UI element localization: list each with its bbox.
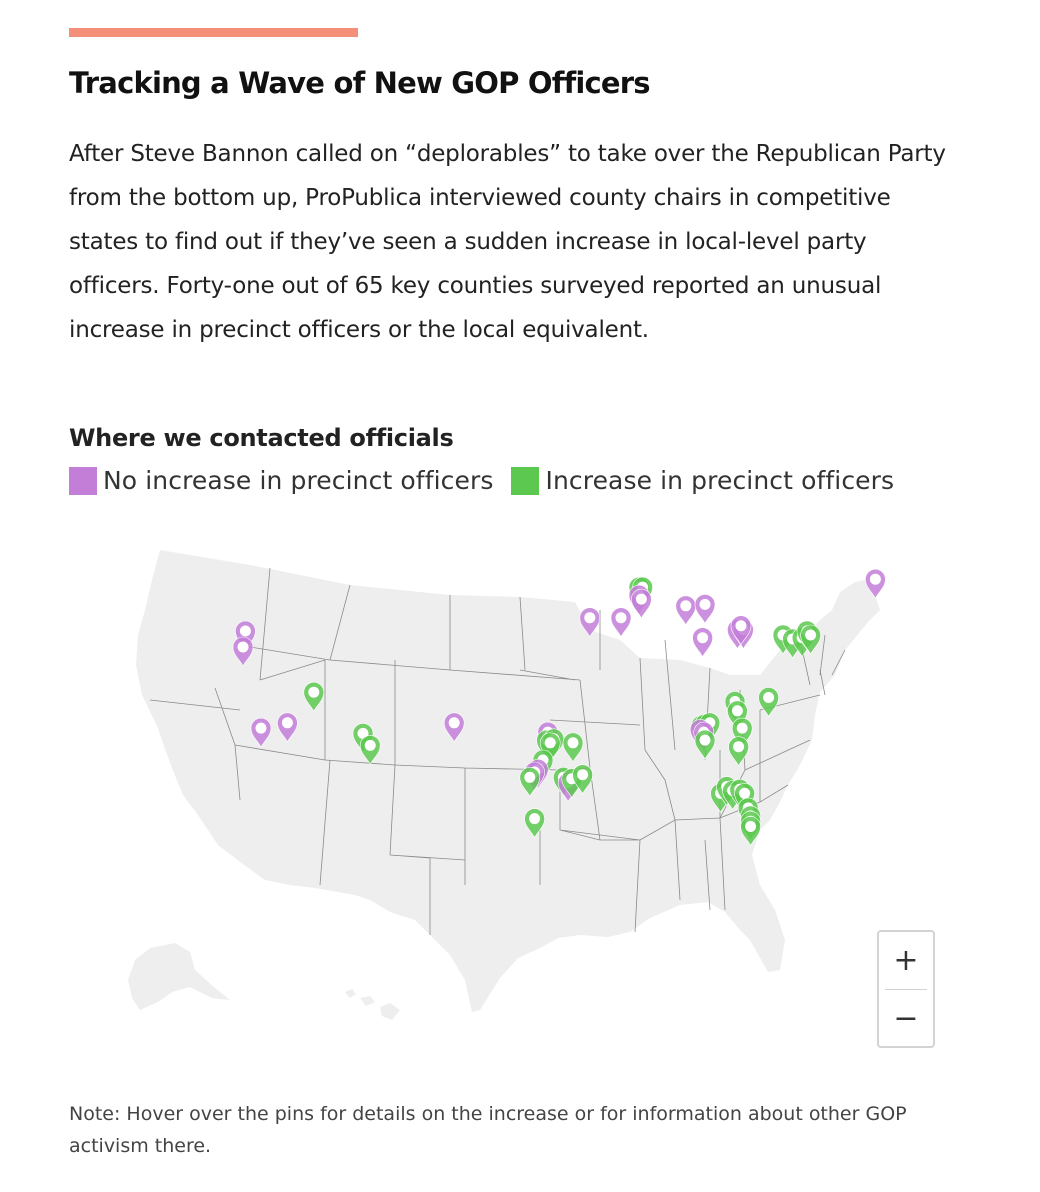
map-pin-dot [763,692,775,703]
contiguous-us-shape [136,550,880,1012]
pin-no-increase[interactable] [277,712,298,743]
map-pin-dot [699,734,711,746]
map-pin-dot [237,641,249,653]
us-map[interactable] [120,540,900,1040]
map-pin-dot [529,813,541,825]
land-layer [128,550,880,1020]
map-pin-dot [680,600,692,612]
pin-no-increase[interactable] [631,588,652,619]
pin-increase[interactable] [800,624,821,655]
map-pin-dot [524,771,536,783]
legend-swatch-no-increase [69,466,97,495]
map-pin-dot [308,686,320,698]
pin-no-increase[interactable] [443,712,465,743]
map-pin-dot [736,722,748,734]
pin-increase[interactable] [524,808,545,839]
pin-increase[interactable] [562,732,584,763]
pin-no-increase[interactable] [232,636,254,667]
map-pin-dot [735,620,747,632]
pin-increase[interactable] [572,764,593,795]
map-pin-dot [733,741,745,753]
map-pin-dot [567,737,579,749]
accent-bar [69,28,358,37]
pin-increase[interactable] [359,735,381,766]
map-pin-dot [697,632,709,644]
pin-increase[interactable] [694,729,716,760]
map-pin-dot [731,705,743,717]
map-pin-dot [745,821,757,832]
pin-increase[interactable] [728,736,749,767]
legend-item-increase: Increase in precinct officers [511,466,894,495]
legend-item-no-increase: No increase in precinct officers [69,466,493,495]
pin-no-increase[interactable] [730,615,752,646]
alaska-shape [128,943,230,1010]
map-pin-dot [739,787,751,799]
zoom-divider [885,989,927,990]
map-pin-dot [577,769,589,781]
pin-increase[interactable] [758,687,779,718]
pin-increase[interactable] [519,767,541,797]
map-pin-dot [635,593,647,605]
zoom-out-button[interactable]: − [893,1001,919,1036]
map-pin-dot [584,612,596,624]
pin-layer[interactable] [232,568,886,847]
map-pin-dot [805,629,817,641]
pin-no-increase[interactable] [579,607,601,638]
map-pin-dot [364,739,376,751]
map-subheading: Where we contacted officials [69,424,454,452]
legend-label-no-increase: No increase in precinct officers [103,466,494,495]
map-pin-dot [869,573,881,585]
map-pin-dot [255,722,267,734]
map-legend: No increase in precinct officers Increas… [69,466,912,495]
footnote: Note: Hover over the pins for details on… [69,1103,907,1157]
legend-label-increase: Increase in precinct officers [545,466,895,495]
map-pin-dot [615,612,627,624]
map-pin-dot [448,717,460,729]
legend-swatch-increase [511,466,540,495]
pin-no-increase[interactable] [610,607,632,638]
us-map-canvas[interactable] [120,540,900,1040]
page-title: Tracking a Wave of New GOP Officers [69,66,651,100]
map-pin-dot [239,625,251,637]
zoom-in-button[interactable]: + [893,943,919,978]
pin-no-increase[interactable] [865,568,886,599]
map-pin-dot [699,598,711,610]
pin-no-increase[interactable] [675,595,697,626]
pin-no-increase[interactable] [694,594,716,625]
hawaii-shape [345,989,400,1020]
intro-paragraph: After Steve Bannon called on “deplorable… [69,141,946,343]
pin-no-increase[interactable] [692,627,713,658]
zoom-control: + − [877,930,935,1048]
map-pin-dot [281,717,293,729]
map-pin-dot [544,737,556,749]
pin-no-increase[interactable] [250,717,272,748]
pin-increase[interactable] [303,681,325,712]
pin-increase[interactable] [740,816,761,847]
